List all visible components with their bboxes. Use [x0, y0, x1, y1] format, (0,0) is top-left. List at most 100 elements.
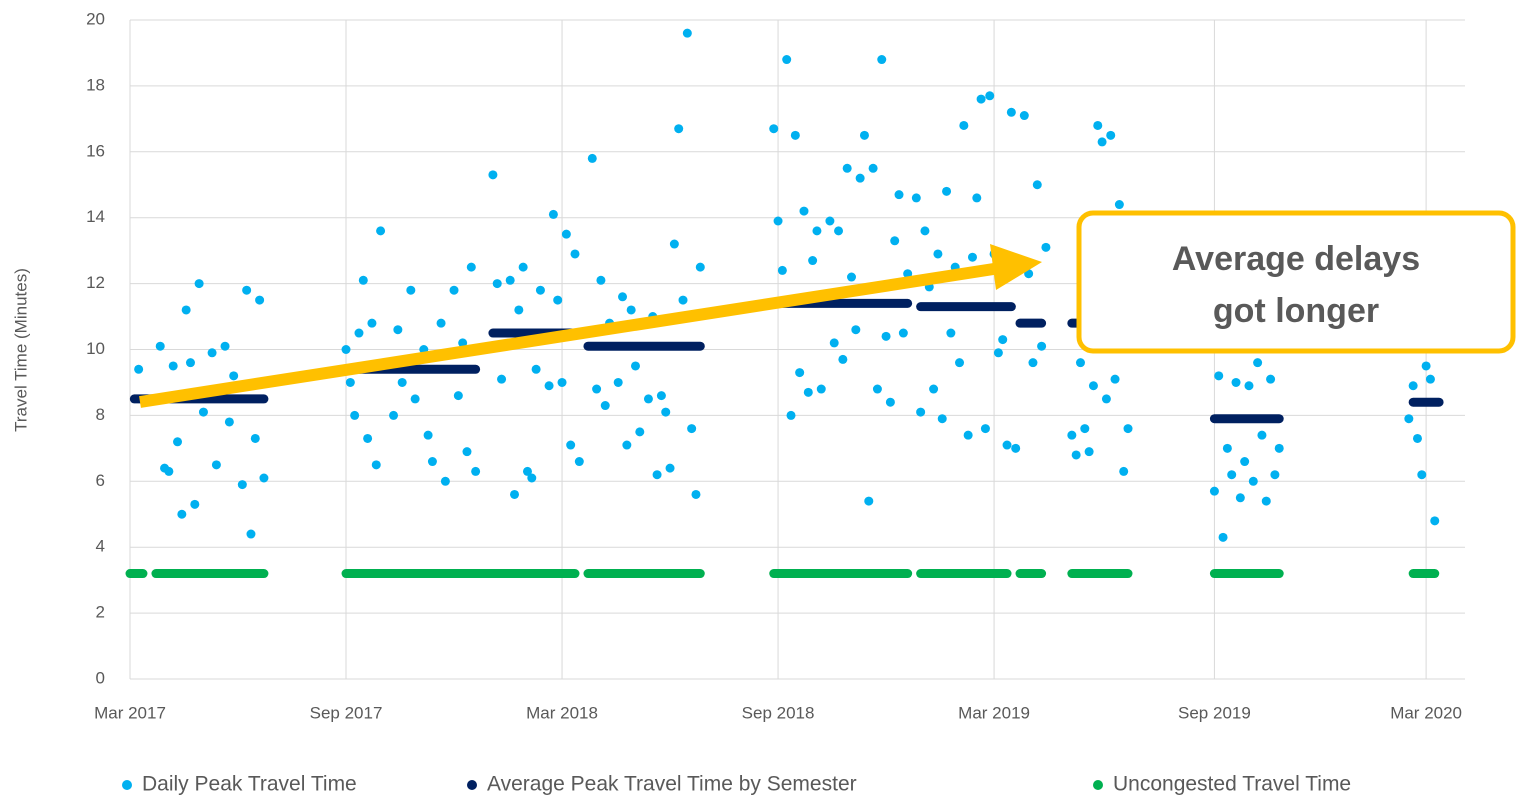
daily-point [825, 216, 835, 226]
daily-point [665, 463, 675, 473]
daily-point [808, 256, 818, 266]
y-axis-label: Travel Time (Minutes) [11, 268, 30, 432]
daily-point [1412, 433, 1422, 443]
daily-point [868, 163, 878, 173]
daily-point [1011, 443, 1021, 453]
daily-point [492, 279, 502, 289]
daily-point [859, 130, 869, 140]
daily-point [1261, 496, 1271, 506]
daily-point [1037, 341, 1047, 351]
daily-point [363, 433, 373, 443]
daily-point [1240, 457, 1250, 467]
daily-point [440, 476, 450, 486]
daily-point [881, 331, 891, 341]
daily-point [1248, 476, 1258, 486]
daily-point [246, 529, 256, 539]
daily-point [1214, 371, 1224, 381]
daily-point [592, 384, 602, 394]
daily-point [933, 249, 943, 259]
daily-point [155, 341, 165, 351]
legend-swatch [122, 780, 132, 790]
daily-point [1067, 430, 1077, 440]
daily-point [855, 173, 865, 183]
daily-point [1110, 374, 1120, 384]
daily-point [643, 394, 653, 404]
daily-point [410, 394, 420, 404]
daily-point [618, 292, 628, 302]
daily-point [427, 457, 437, 467]
daily-point [1417, 470, 1427, 480]
legend-swatch [467, 780, 477, 790]
daily-point [600, 401, 610, 411]
daily-point [959, 120, 969, 130]
x-tick-label: Sep 2017 [310, 703, 383, 722]
y-tick-label: 12 [86, 273, 105, 292]
daily-point [890, 236, 900, 246]
daily-point [198, 407, 208, 417]
daily-point [1218, 532, 1228, 542]
daily-point [790, 130, 800, 140]
daily-point [376, 226, 386, 236]
daily-point [851, 325, 861, 335]
daily-point [548, 209, 558, 219]
daily-point [847, 272, 857, 282]
daily-point [985, 91, 995, 101]
daily-point [911, 193, 921, 203]
daily-point [574, 457, 584, 467]
daily-point [829, 338, 839, 348]
daily-point [1266, 374, 1276, 384]
y-tick-label: 8 [96, 405, 105, 424]
daily-point [587, 153, 597, 163]
marks [125, 28, 1444, 579]
daily-point [1080, 424, 1090, 434]
daily-point [488, 170, 498, 180]
daily-point [1408, 381, 1418, 391]
daily-point [1097, 137, 1107, 147]
annotation-arrow [139, 262, 1001, 408]
daily-point [553, 295, 563, 305]
daily-point [367, 318, 377, 328]
daily-point [518, 262, 528, 272]
daily-point [423, 430, 433, 440]
daily-point [1019, 111, 1029, 121]
daily-point [1093, 120, 1103, 130]
daily-point [613, 377, 623, 387]
daily-point [185, 358, 195, 368]
daily-point [1430, 516, 1440, 526]
daily-point [980, 424, 990, 434]
daily-point [557, 377, 567, 387]
daily-point [535, 285, 545, 295]
daily-point [466, 262, 476, 272]
legend-label: Uncongested Travel Time [1113, 773, 1351, 796]
y-tick-label: 18 [86, 75, 105, 94]
daily-point [1404, 414, 1414, 424]
daily-point [1106, 130, 1116, 140]
daily-point [622, 440, 632, 450]
daily-point [816, 384, 826, 394]
daily-point [345, 377, 355, 387]
daily-point [1222, 443, 1232, 453]
daily-point [687, 424, 697, 434]
y-tick-label: 20 [86, 9, 105, 28]
daily-point [458, 338, 468, 348]
daily-point [795, 368, 805, 378]
daily-point [397, 377, 407, 387]
daily-point [678, 295, 688, 305]
daily-point [1421, 361, 1431, 371]
x-tick-label: Mar 2020 [1390, 703, 1462, 722]
daily-point [864, 496, 874, 506]
daily-point [786, 410, 796, 420]
daily-point [773, 216, 783, 226]
daily-point [1227, 470, 1237, 480]
daily-point [522, 466, 532, 476]
x-tick-label: Sep 2019 [1178, 703, 1251, 722]
x-tick-label: Sep 2018 [742, 703, 815, 722]
daily-point [497, 374, 507, 384]
daily-point [389, 410, 399, 420]
annotation-box [1076, 210, 1516, 354]
daily-point [1235, 493, 1245, 503]
daily-point [181, 305, 191, 315]
daily-point [596, 275, 606, 285]
legend: Daily Peak Travel Time Average Peak Trave… [122, 773, 1351, 796]
